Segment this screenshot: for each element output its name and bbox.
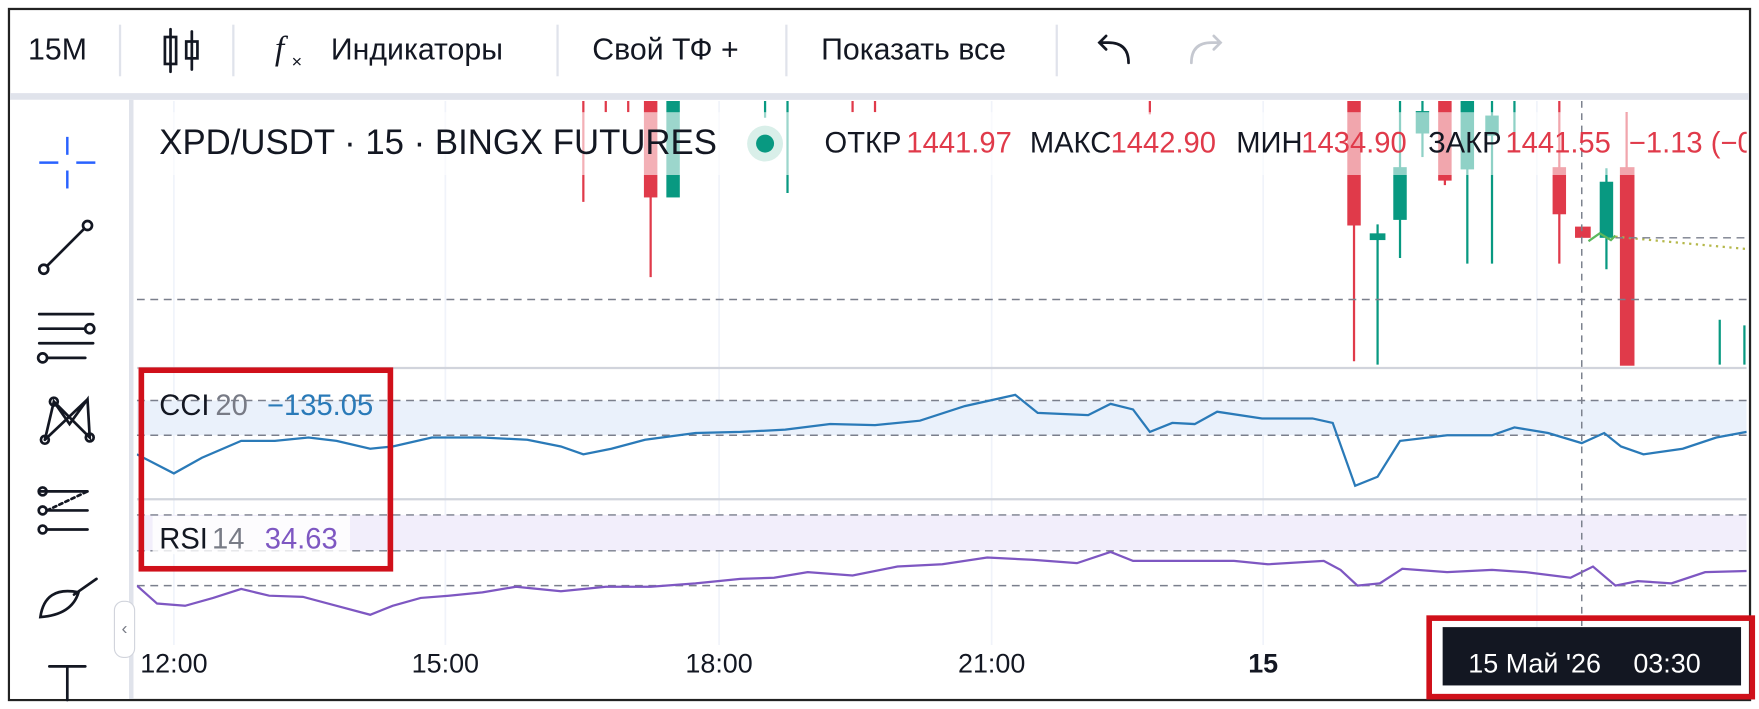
drawing-toolbar-bg [10,99,130,699]
rsi-legend-bg [152,516,351,555]
toolbar: 15M f × Индикаторы Свой ТФ + Показать вс… [10,24,1749,100]
brush-tool[interactable] [38,577,98,619]
low-value: 1434.90 [1301,127,1406,159]
open-value: 1441.97 [906,127,1011,159]
close-label: ЗАКР [1428,127,1501,159]
low-label: МИН [1236,127,1302,159]
crosshair-date: 15 Май '26 [1468,648,1601,678]
change-value: −1.13 (−0 [1629,127,1754,159]
cci-value: −135.05 [267,390,373,422]
frame [7,7,1752,702]
pattern-tool[interactable] [39,395,96,446]
highlight-box [138,367,394,572]
time-label: 21:00 [958,648,1025,678]
crosshair-tool[interactable] [39,136,96,189]
time-label: 12:00 [140,648,207,678]
high-label: МАКС [1030,127,1111,159]
cci-band [136,400,1747,436]
grid [173,100,1538,646]
legend-bg [136,112,1237,176]
text-tool[interactable] [48,665,87,702]
rsi-band [136,514,1747,551]
open-label: ОТКР [825,127,902,159]
status-dot [756,134,775,153]
trendline-tool[interactable] [37,219,94,276]
legend-bg-2 [1236,112,1747,176]
crosshair-label [1442,627,1742,686]
high-value: 1442.90 [1111,127,1216,159]
rsi-value: 34.63 [265,523,338,555]
time-label: 15:00 [412,648,479,678]
close-value: 1441.55 [1505,127,1610,159]
undo-button[interactable] [1097,34,1130,65]
collapse-arrow: ‹ [122,618,128,638]
custom-timeframe-button[interactable]: Свой ТФ + [592,34,738,67]
drawing-toolbar: ‹ [10,99,136,702]
chart-area [136,100,1747,646]
show-all-button[interactable]: Показать все [821,34,1006,67]
crosshair-time: 03:30 [1633,648,1700,678]
cci-name: CCI [159,390,209,422]
rsi-line [136,550,1747,616]
rsi-name: RSI [159,523,208,555]
separators [118,24,1058,77]
prediction-tool[interactable] [37,486,89,535]
time-axis: 12:00 15:00 18:00 21:00 15 [140,648,1278,678]
cci-length: 20 [215,390,247,422]
time-label: 15 [1248,648,1278,678]
interval-button[interactable]: 15M [28,34,87,67]
symbol-title: XPD/USDT · 15 · BINGX FUTURES [159,124,717,162]
time-label: 18:00 [685,648,752,678]
highlight-box [1426,615,1756,700]
chart-type-button[interactable] [163,27,199,74]
collapse-toolbar-button[interactable] [113,600,136,658]
redo-button[interactable] [1190,34,1223,65]
indicators-button[interactable]: Индикаторы [331,34,503,67]
indicators-icon-x[interactable]: × [292,52,302,72]
rsi-length: 14 [212,523,244,555]
fib-tool[interactable] [36,312,96,364]
